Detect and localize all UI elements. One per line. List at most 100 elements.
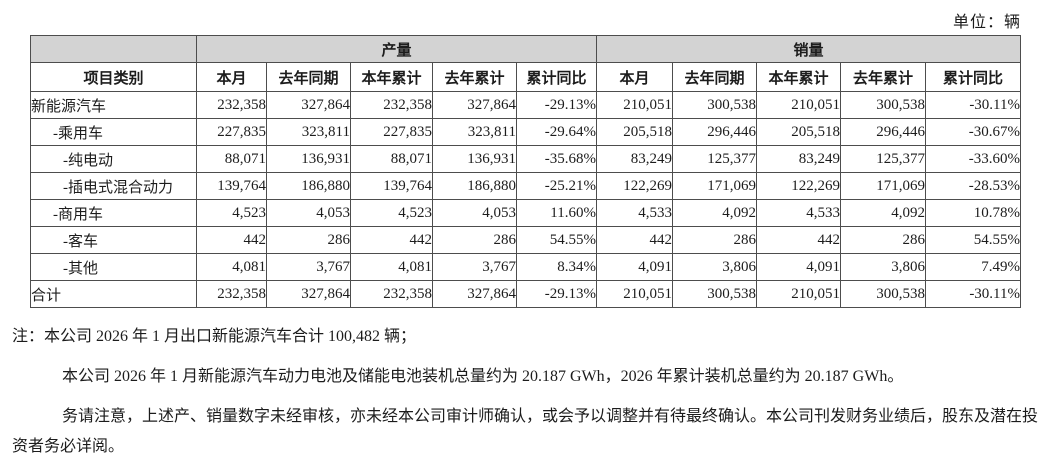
column-header-production-last-year-ytd: 去年累计 [432,62,517,92]
production-ytd: 442 [350,226,433,254]
production-current-month: 442 [196,226,267,254]
unit-label: 单位：辆 [952,14,1021,31]
sales-last-year-ytd: 296,446 [840,118,926,146]
production-current-month: 227,835 [196,118,267,146]
production-yoy: 54.55% [516,226,597,254]
sales-ytd: 122,269 [756,172,841,200]
row-label: -其他 [30,253,197,281]
column-header-production-ytd: 本年累计 [350,62,433,92]
column-header-sales-yoy: 累计同比 [925,62,1021,92]
production-current-month: 139,764 [196,172,267,200]
production-last-year-ytd: 3,767 [432,253,517,281]
note-export: 注：本公司 2026 年 1 月出口新能源汽车合计 100,482 辆； [12,328,417,345]
production-last-year-same-period: 323,811 [266,118,351,146]
sales-ytd: 4,533 [756,199,841,227]
sales-last-year-same-period: 4,092 [672,199,757,227]
sales-last-year-ytd: 125,377 [840,145,926,173]
sales-ytd: 83,249 [756,145,841,173]
sales-last-year-ytd: 171,069 [840,172,926,200]
production-ytd: 139,764 [350,172,433,200]
column-header-production-yoy: 累计同比 [516,62,597,92]
column-header-category: 项目类别 [30,62,197,92]
table-row: -纯电动 88,071 136,931 88,071 136,931 -35.68% 83,… [30,145,1021,173]
sales-last-year-same-period: 296,446 [672,118,757,146]
production-yoy: -29.13% [516,91,597,119]
production-yoy: 11.60% [516,199,597,227]
production-ytd: 227,835 [350,118,433,146]
sales-current-month: 4,533 [596,199,673,227]
table-row: -客车 442 286 442 286 54.55% 442 286 442 286 54.55% [30,226,1021,254]
sales-last-year-same-period: 125,377 [672,145,757,173]
production-last-year-same-period: 327,864 [266,280,351,308]
table-row: 新能源汽车 232,358 327,864 232,358 327,864 -29.13%… [30,91,1021,119]
production-current-month: 4,081 [196,253,267,281]
production-current-month: 232,358 [196,280,267,308]
column-header-production-last-year-same-period: 去年同期 [266,62,351,92]
production-last-year-same-period: 136,931 [266,145,351,173]
production-ytd: 4,523 [350,199,433,227]
row-label: -客车 [30,226,197,254]
production-ytd: 88,071 [350,145,433,173]
production-last-year-ytd: 186,880 [432,172,517,200]
production-ytd: 232,358 [350,280,433,308]
sales-last-year-same-period: 300,538 [672,280,757,308]
table-row: -插电式混合动力 139,764 186,880 139,764 186,880 -25.… [30,172,1021,200]
production-current-month: 88,071 [196,145,267,173]
column-header-row: 项目类别 本月 去年同期 本年累计 去年累计 累计同比 本月 去年同期 本年累计… [30,62,1021,92]
production-last-year-same-period: 4,053 [266,199,351,227]
production-last-year-same-period: 286 [266,226,351,254]
sales-ytd: 205,518 [756,118,841,146]
production-ytd: 232,358 [350,91,433,119]
sales-current-month: 122,269 [596,172,673,200]
table-row: 合计 232,358 327,864 232,358 327,864 -29.13% 210… [30,280,1021,308]
sales-last-year-ytd: 4,092 [840,199,926,227]
group-header-production: 产量 [196,35,597,63]
sales-yoy: -30.11% [925,280,1021,308]
sales-yoy: -30.67% [925,118,1021,146]
table-body: 新能源汽车 232,358 327,864 232,358 327,864 -29.13%… [30,91,1021,308]
notes-section: 注：本公司 2026 年 1 月出口新能源汽车合计 100,482 辆； 本公司… [12,322,1040,462]
production-last-year-same-period: 186,880 [266,172,351,200]
production-yoy: 8.34% [516,253,597,281]
column-header-sales-ytd: 本年累计 [756,62,841,92]
group-header-sales: 销量 [596,35,1021,63]
production-last-year-same-period: 3,767 [266,253,351,281]
table-row: -乘用车 227,835 323,811 227,835 323,811 -29.64% 2… [30,118,1021,146]
production-last-year-ytd: 327,864 [432,91,517,119]
production-last-year-same-period: 327,864 [266,91,351,119]
table-row: -其他 4,081 3,767 4,081 3,767 8.34% 4,091 3,806 4,… [30,253,1021,281]
production-last-year-ytd: 4,053 [432,199,517,227]
production-current-month: 232,358 [196,91,267,119]
production-sales-table: 产量 销量 项目类别 本月 去年同期 本年累计 去年累计 累计同比 本月 去年同… [30,35,1021,308]
group-header-row: 产量 销量 [30,35,1021,63]
sales-last-year-same-period: 300,538 [672,91,757,119]
row-label: -商用车 [30,199,197,227]
note-disclaimer: 务请注意，上述产、销量数字未经审核，亦未经本公司审计师确认，或会予以调整并有待最… [12,408,1039,455]
table-row: -商用车 4,523 4,053 4,523 4,053 11.60% 4,533 4,092… [30,199,1021,227]
sales-ytd: 210,051 [756,280,841,308]
sales-last-year-same-period: 286 [672,226,757,254]
sales-ytd: 4,091 [756,253,841,281]
sales-last-year-ytd: 3,806 [840,253,926,281]
row-label: -乘用车 [30,118,197,146]
sales-current-month: 83,249 [596,145,673,173]
sales-yoy: 7.49% [925,253,1021,281]
row-label: 合计 [30,280,197,308]
production-last-year-ytd: 323,811 [432,118,517,146]
column-header-sales-last-year-same-period: 去年同期 [672,62,757,92]
sales-current-month: 205,518 [596,118,673,146]
column-header-sales-last-year-ytd: 去年累计 [840,62,926,92]
sales-yoy: 10.78% [925,199,1021,227]
sales-ytd: 210,051 [756,91,841,119]
sales-yoy: -28.53% [925,172,1021,200]
sales-last-year-same-period: 3,806 [672,253,757,281]
column-header-sales-current-month: 本月 [596,62,673,92]
sales-ytd: 442 [756,226,841,254]
note-battery-capacity: 本公司 2026 年 1 月新能源汽车动力电池及储能电池装机总量约为 20.18… [62,368,904,385]
production-last-year-ytd: 136,931 [432,145,517,173]
production-last-year-ytd: 327,864 [432,280,517,308]
row-label: -纯电动 [30,145,197,173]
sales-last-year-ytd: 300,538 [840,91,926,119]
production-yoy: -29.13% [516,280,597,308]
